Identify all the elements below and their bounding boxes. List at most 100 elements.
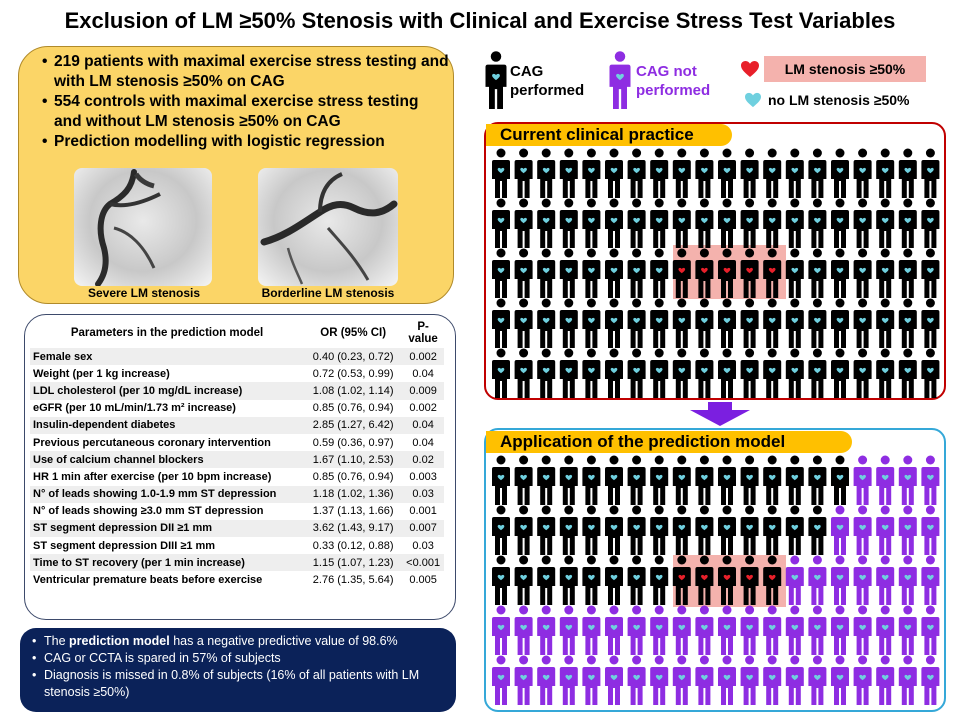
param-cell: N° of leads showing 1.0-1.9 mm ST depres…	[30, 485, 305, 503]
down-arrow-icon	[690, 402, 750, 426]
person-icon	[582, 148, 601, 198]
current-practice-panel	[484, 122, 946, 400]
person-icon	[853, 455, 872, 505]
p-value-cell: 0.03	[402, 485, 444, 503]
person-icon	[785, 605, 804, 655]
person-icon	[718, 655, 736, 705]
person-icon	[627, 248, 646, 298]
person-icon	[831, 248, 849, 298]
or-cell: 0.33 (0.12, 0.88)	[312, 539, 394, 552]
person-icon	[514, 555, 533, 605]
current-practice-people-grid	[492, 148, 940, 398]
person-icon	[492, 198, 510, 248]
or-cell: 1.18 (1.02, 1.36)	[304, 485, 403, 503]
person-icon	[514, 605, 533, 655]
heart-red-icon	[741, 61, 759, 77]
param-cell: eGFR (per 10 mL/min/1.73 m² increase)	[33, 402, 236, 415]
legend-no-lm-stenosis-label: no LM stenosis ≥50%	[768, 92, 910, 108]
person-icon	[627, 298, 646, 348]
person-icon	[695, 148, 714, 198]
person-icon	[853, 298, 872, 348]
person-icon	[898, 198, 917, 248]
person-icon	[650, 555, 669, 605]
person-icon	[876, 655, 895, 705]
p-value-cell: <0.001	[402, 554, 444, 572]
person-icon	[740, 555, 759, 605]
summary-bullet: Prediction modelling with logistic regre…	[30, 132, 450, 152]
or-cell: 0.40 (0.23, 0.72)	[304, 348, 403, 366]
person-icon	[898, 248, 917, 298]
or-cell: 2.76 (1.35, 5.64)	[312, 574, 394, 587]
person-icon	[718, 348, 736, 398]
person-icon	[898, 505, 917, 555]
person-icon	[605, 148, 623, 198]
person-icon	[718, 298, 736, 348]
person-icon	[559, 555, 578, 605]
person-icon	[582, 555, 601, 605]
person-icon	[582, 198, 601, 248]
person-icon	[582, 248, 601, 298]
person-icon	[514, 248, 533, 298]
person-icon	[876, 348, 895, 398]
or-cell: 1.15 (1.07, 1.23)	[304, 554, 403, 572]
person-icon	[808, 505, 827, 555]
current-practice-title: Current clinical practice	[486, 124, 732, 146]
person-icon	[921, 148, 940, 198]
person-icon	[672, 555, 691, 605]
p-value-cell: 0.04	[412, 367, 434, 380]
table-header-parameter: Parameters in the prediction model	[70, 327, 264, 339]
person-icon	[740, 655, 759, 705]
person-icon	[740, 148, 759, 198]
person-icon	[672, 248, 691, 298]
person-icon	[921, 605, 940, 655]
p-value-cell: 0.007	[402, 519, 444, 538]
person-icon	[672, 455, 691, 505]
person-icon	[672, 605, 691, 655]
person-icon	[650, 655, 669, 705]
person-icon	[785, 655, 804, 705]
param-cell: N° of leads showing ≥3.0 mm ST depressio…	[33, 505, 264, 518]
person-icon	[785, 455, 804, 505]
person-icon	[853, 348, 872, 398]
person-icon	[672, 198, 691, 248]
person-icon	[537, 198, 556, 248]
person-icon	[514, 298, 533, 348]
person-icon	[627, 605, 646, 655]
person-icon	[898, 348, 917, 398]
person-icon	[537, 248, 556, 298]
person-icon	[605, 298, 623, 348]
person-icon	[492, 505, 510, 555]
person-icon	[650, 198, 669, 248]
person-icon	[876, 198, 895, 248]
person-icon	[537, 505, 556, 555]
person-icon	[808, 298, 827, 348]
person-icon	[876, 555, 895, 605]
person-icon	[853, 505, 872, 555]
p-value-cell: 0.005	[409, 574, 437, 587]
person-icon	[853, 655, 872, 705]
or-cell: 1.37 (1.13, 1.66)	[312, 505, 394, 518]
param-cell: ST segment depression DII ≥1 mm	[30, 519, 305, 538]
person-icon	[785, 555, 804, 605]
or-cell: 0.85 (0.76, 0.94)	[312, 402, 394, 415]
angiogram-severe-image	[74, 168, 212, 287]
person-icon	[650, 505, 669, 555]
person-icon	[763, 505, 782, 555]
person-icon	[672, 348, 691, 398]
table-row: Weight (per 1 kg increase) 0.72 (0.53, 0.…	[30, 365, 444, 382]
person-icon	[537, 605, 556, 655]
person-icon	[605, 555, 623, 605]
table-row: ST segment depression DII ≥1 mm 3.62 (1.4…	[30, 519, 444, 538]
or-cell: 0.72 (0.53, 0.99)	[312, 367, 394, 380]
person-icon	[785, 505, 804, 555]
conclusion-npv-pre: The	[44, 634, 70, 648]
person-icon	[650, 298, 669, 348]
param-cell: Weight (per 1 kg increase)	[33, 367, 170, 380]
person-icon	[853, 555, 872, 605]
person-icon	[876, 605, 895, 655]
p-value-cell: 0.04	[412, 436, 434, 449]
person-icon	[559, 655, 578, 705]
person-icon	[831, 198, 849, 248]
summary-bullet: 554 controls with maximal exercise stres…	[30, 92, 450, 132]
person-icon	[785, 298, 804, 348]
